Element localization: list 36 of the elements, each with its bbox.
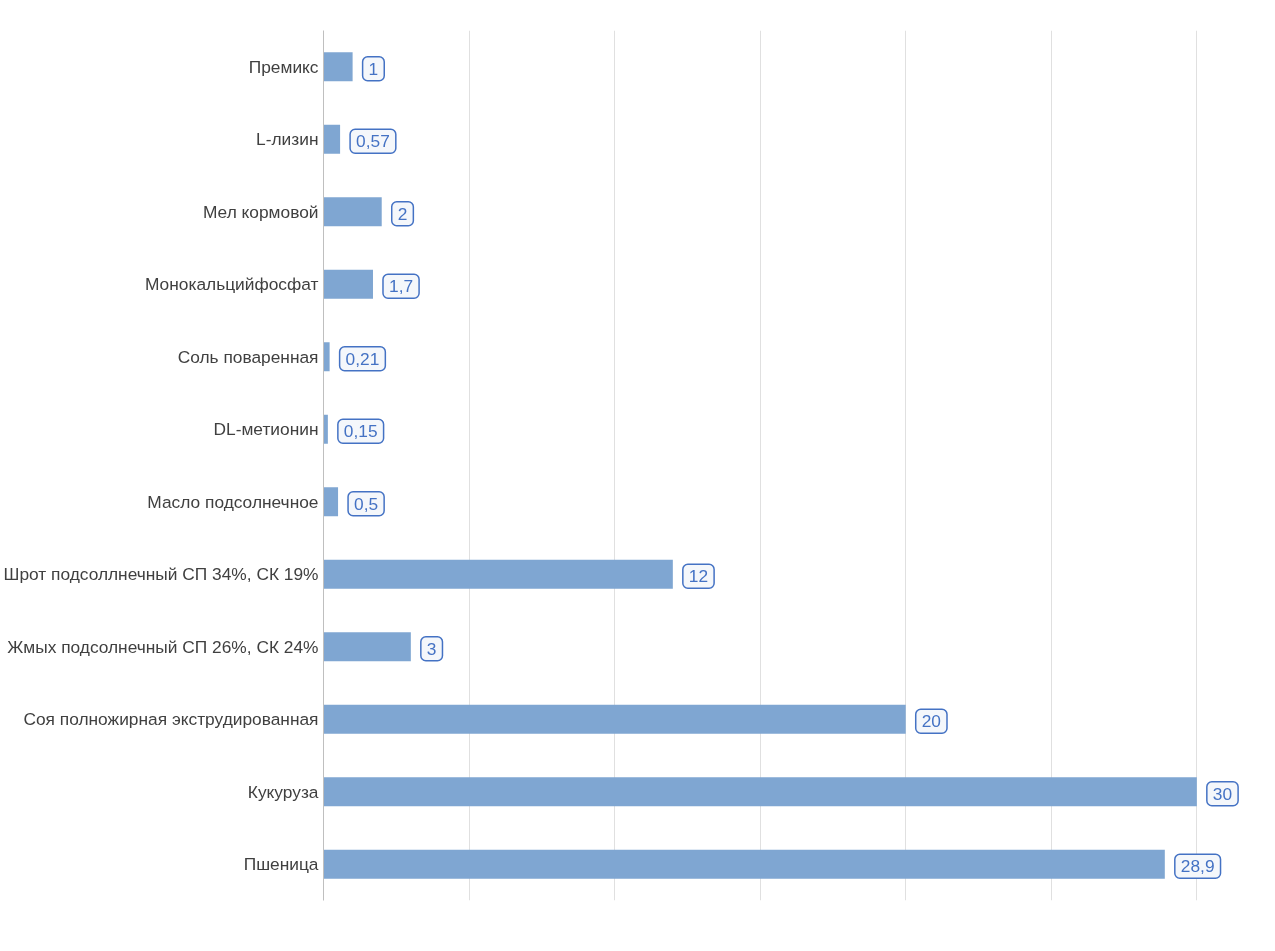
y-tick-label: Шрот подсоллнечный СП 34%, СК 19% — [3, 564, 319, 585]
data-label: 1,7 — [388, 276, 414, 297]
bar — [323, 197, 382, 227]
bar — [323, 269, 373, 299]
bar — [323, 777, 1197, 807]
data-label: 0,15 — [343, 421, 378, 442]
bar — [323, 704, 906, 734]
y-tick-label: DL-метионин — [213, 419, 319, 440]
y-tick-label: Кукуруза — [247, 781, 319, 802]
data-label: 20 — [921, 711, 941, 732]
data-label: 30 — [1212, 783, 1233, 804]
bar — [323, 487, 339, 517]
bar — [323, 849, 1165, 879]
y-tick-label: Пшеница — [243, 854, 319, 875]
bar — [323, 414, 328, 444]
y-tick-label: Соль поваренная — [177, 346, 319, 367]
y-tick-label: Соя полножирная экструдированная — [23, 709, 319, 730]
y-tick-label: Жмых подсолнечный СП 26%, СК 24% — [7, 636, 319, 657]
data-label: 28,9 — [1180, 856, 1215, 877]
y-tick-label: Мел кормовой — [202, 201, 319, 222]
y-tick-label: Премикс — [248, 56, 319, 77]
bar — [323, 124, 341, 154]
data-label: 0,21 — [345, 348, 380, 369]
bar — [323, 632, 411, 662]
bar — [323, 52, 353, 82]
data-label: 3 — [426, 638, 437, 659]
y-tick-label: Монокальцийфосфат — [145, 274, 319, 295]
data-label: 0,57 — [356, 131, 390, 152]
bar — [323, 559, 673, 589]
y-tick-label: Масло подсолнечное — [147, 491, 319, 512]
bar — [323, 342, 330, 372]
data-label: 0,5 — [354, 493, 379, 514]
y-tick-label: L-лизин — [256, 129, 319, 150]
data-label: 2 — [397, 203, 408, 224]
data-label: 12 — [688, 566, 709, 587]
data-label: 1 — [368, 58, 379, 79]
